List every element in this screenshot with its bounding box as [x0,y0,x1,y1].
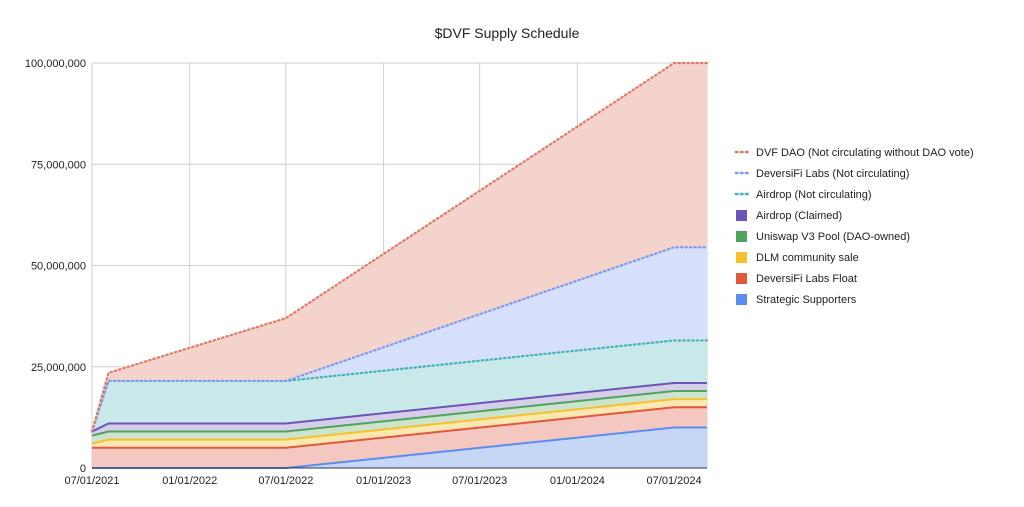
legend-swatch [736,294,747,305]
legend-item-strategic-supporters: Strategic Supporters [736,294,857,306]
y-tick-label: 75,000,000 [31,159,86,171]
legend-label: DeversiFi Labs Float [756,273,857,285]
x-tick-label: 01/01/2024 [550,475,605,487]
legend-item-uniswap-v3-pool-dao-owned: Uniswap V3 Pool (DAO-owned) [736,231,910,243]
legend-item-dlm-community-sale: DLM community sale [736,252,859,264]
legend-label: DeversiFi Labs (Not circulating) [756,168,909,180]
area-dvf-dao-not-circulating-without-dao-vote [92,63,707,432]
line-dlm-community-sale [91,398,707,445]
legend-item-airdrop-claimed: Airdrop (Claimed) [736,210,842,222]
area-strategic-supporters [92,427,707,468]
area-deversifi-labs-not-circulating [92,247,707,432]
y-axis: 0 25,000,000 50,000,000 75,000,000 100,000,0… [25,58,86,475]
legend-label: Strategic Supporters [756,294,857,306]
x-tick-label: 07/01/2023 [452,475,507,487]
x-axis: 07/01/2021 01/01/2022 07/01/2022 01/01/2023… [64,467,707,487]
y-tick-label: 50,000,000 [31,261,86,273]
y-tick-label: 100,000,000 [25,58,86,70]
legend-label: DVF DAO (Not circulating without DAO vot… [756,147,974,159]
x-tick-label: 01/01/2023 [356,475,411,487]
line-uniswap-v3-pool-dao-owned [91,390,707,437]
y-tick-label: 0 [80,463,86,475]
legend-swatch [736,252,747,263]
line-deversifi-labs-float [92,406,707,449]
x-tick-label: 07/01/2024 [647,475,702,487]
x-tick-label: 07/01/2021 [64,475,119,487]
legend-swatch [736,231,747,242]
y-tick-label: 25,000,000 [31,362,86,374]
legend-item-deversifi-labs-float: DeversiFi Labs Float [736,273,857,285]
area-deversifi-labs-float [92,407,707,468]
legend-label: Uniswap V3 Pool (DAO-owned) [756,231,910,243]
legend-swatch [736,210,747,221]
chart-title: $DVF Supply Schedule [435,25,580,41]
legend: DVF DAO (Not circulating without DAO vot… [734,147,974,306]
legend-label: DLM community sale [756,252,859,264]
legend-item-airdrop-not-circulating: Airdrop (Not circulating) [734,189,872,201]
legend-item-dvf-dao-not-circulating-without-dao-vote: DVF DAO (Not circulating without DAO vot… [734,147,974,159]
area-dlm-community-sale [92,399,707,448]
x-tick-label: 01/01/2022 [162,475,217,487]
line-airdrop-claimed [91,381,707,433]
area-series [92,63,707,468]
legend-label: Airdrop (Not circulating) [756,189,872,201]
line-deversifi-labs-not-circulating [90,246,709,433]
legend-label: Airdrop (Claimed) [756,210,842,222]
legend-swatch [736,273,747,284]
legend-item-deversifi-labs-not-circulating: DeversiFi Labs (Not circulating) [734,168,909,180]
area-airdrop-not-circulating [92,340,707,432]
line-dvf-dao-not-circulating-without-dao-vote [90,61,709,433]
x-tick-label: 07/01/2022 [258,475,313,487]
